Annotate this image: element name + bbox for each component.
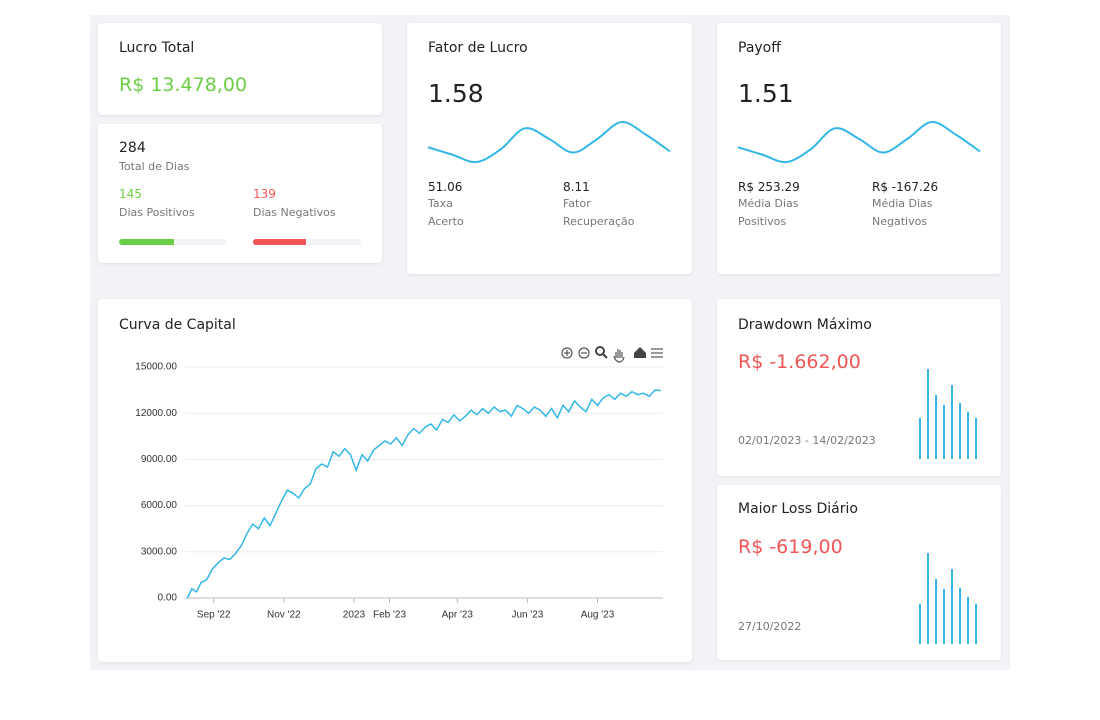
card-title: Maior Loss Diário (738, 501, 858, 517)
value: R$ -619,00 (738, 536, 843, 558)
period: 02/01/2023 - 14/02/2023 (738, 434, 876, 447)
progress-track (119, 239, 227, 245)
value: 139 (253, 187, 276, 201)
value: 1.51 (738, 79, 794, 108)
card (98, 299, 692, 662)
stat-label: Média Dias Negativos (872, 197, 933, 228)
stat-value: R$ 253.29 (738, 180, 800, 194)
chart-title: Curva de Capital (119, 317, 236, 333)
stat-label: Fator Recuperação (563, 197, 635, 228)
progress-track (253, 239, 361, 245)
card (717, 485, 1001, 660)
card-title: Fator de Lucro (428, 40, 528, 56)
stat-value: 51.06 (428, 180, 463, 194)
label: Dias Positivos (119, 206, 195, 219)
stat-label: Média Dias Positivos (738, 197, 799, 228)
card (717, 299, 1001, 476)
card (98, 23, 382, 115)
label: Dias Negativos (253, 206, 336, 219)
card (717, 23, 1001, 274)
total: 284 (119, 140, 146, 156)
value: R$ -1.662,00 (738, 351, 861, 373)
value: R$ 13.478,00 (119, 74, 248, 96)
progress-bar (119, 239, 175, 245)
value: 1.58 (428, 79, 484, 108)
label: Total de Dias (119, 160, 190, 173)
stat-value: 8.11 (563, 180, 590, 194)
stat-label: Taxa Acerto (428, 197, 464, 228)
period: 27/10/2022 (738, 620, 802, 633)
card (407, 23, 692, 274)
card-title: Lucro Total (119, 40, 195, 56)
value: 145 (119, 187, 142, 201)
stat-value: R$ -167.26 (872, 180, 939, 194)
card-title: Drawdown Máximo (738, 317, 872, 333)
progress-bar (253, 239, 306, 245)
card-title: Payoff (738, 40, 781, 56)
